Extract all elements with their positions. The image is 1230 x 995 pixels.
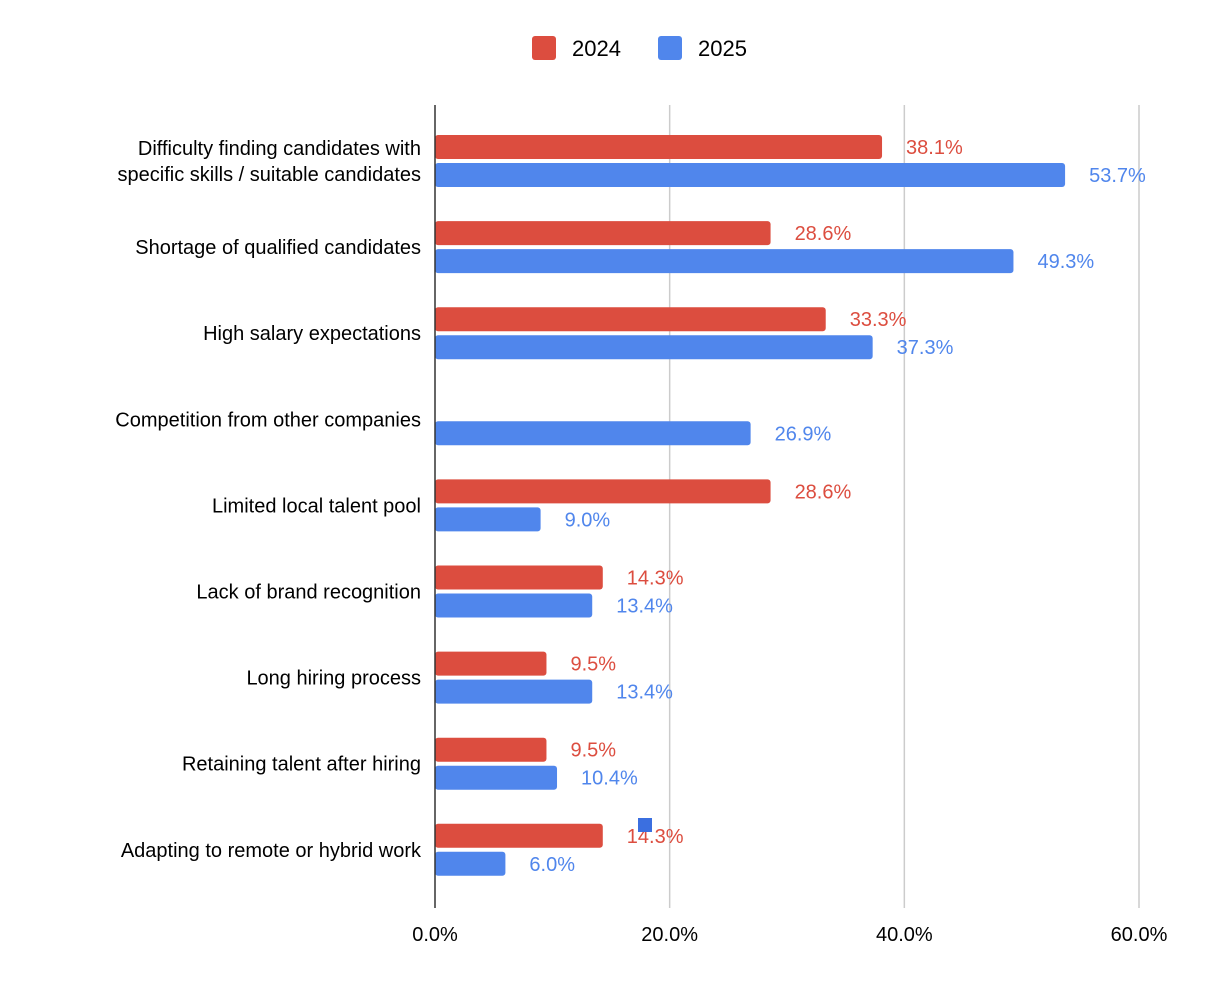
legend-swatch-2025 [658,36,682,60]
category-label-7: Retaining talent after hiring [182,754,421,776]
value-label-2024-0: 38.1% [906,137,963,159]
x-axis: 0.0% 20.0% 40.0% 60.0% [412,924,1167,946]
category-label-line: High salary expectations [203,323,421,345]
bar-2024-2 [435,307,826,332]
x-tick-label: 0.0% [412,924,458,946]
legend-swatch-2024 [532,36,556,60]
bar-2025-8 [435,851,506,876]
category-label-6: Long hiring process [246,668,421,690]
bar-2025-1 [435,249,1014,274]
category-label-line: specific skills / suitable candidates [118,164,421,186]
legend-label-2024: 2024 [572,36,621,61]
category-label-line: Difficulty finding candidates with [138,138,421,160]
value-label-2024-6: 9.5% [570,654,616,676]
bars [435,135,1066,876]
bar-2024-0 [435,135,883,159]
x-tick-label: 60.0% [1111,924,1168,946]
bar-2025-0 [435,163,1066,187]
x-tick-label: 40.0% [876,924,933,946]
value-label-2025-0: 53.7% [1089,165,1146,187]
value-label-2024-7: 9.5% [570,740,616,762]
value-label-2025-6: 13.4% [616,682,673,704]
bar-2025-4 [435,507,541,532]
value-label-2024-2: 33.3% [850,309,907,331]
category-labels: Difficulty finding candidates with specif… [115,138,422,862]
category-label-line: Adapting to remote or hybrid work [121,840,422,862]
bar-2025-2 [435,335,873,360]
value-label-2025-8: 6.0% [529,854,575,876]
bar-2025-3 [435,421,751,446]
value-label-2025-1: 49.3% [1037,251,1094,273]
value-label-2025-7: 10.4% [581,768,638,790]
value-label-2025-4: 9.0% [565,509,611,531]
bar-2024-6 [435,651,547,676]
value-label-2024-4: 28.6% [795,481,852,503]
category-label-line: Lack of brand recognition [196,582,421,604]
value-label-2024-5: 14.3% [627,568,684,590]
category-label-5: Lack of brand recognition [196,582,421,604]
category-label-line: Retaining talent after hiring [182,754,421,776]
bar-2024-7 [435,737,547,762]
bar-2025-6 [435,679,593,704]
value-label-2025-2: 37.3% [897,337,954,359]
bar-2024-1 [435,221,771,246]
value-labels: 38.1% 53.7% 28.6% 49.3% 33.3% 37.3% 26.9% 28.6%… [529,137,1146,876]
category-label-3: Competition from other companies [115,409,421,431]
bar-2024-8 [435,823,603,848]
category-label-8: Adapting to remote or hybrid work [121,840,422,862]
bar-2025-5 [435,593,593,618]
stray-marker [638,818,652,832]
legend-label-2025: 2025 [698,36,747,61]
value-label-2024-8: 14.3% [627,826,684,848]
value-label-2024-1: 28.6% [795,223,852,245]
category-label-0: Difficulty finding candidates with specif… [118,138,421,186]
x-tick-label: 20.0% [641,924,698,946]
value-label-2025-5: 13.4% [616,596,673,618]
category-label-line: Limited local talent pool [212,495,421,517]
value-label-2025-3: 26.9% [775,423,832,445]
category-label-line: Competition from other companies [115,409,421,431]
category-label-line: Long hiring process [246,668,421,690]
bar-2024-5 [435,565,603,590]
category-label-4: Limited local talent pool [212,495,421,517]
bar-2025-7 [435,765,558,790]
legend: 2024 2025 [532,36,747,61]
bar-2024-4 [435,479,771,504]
category-label-2: High salary expectations [203,323,421,345]
category-label-1: Shortage of qualified candidates [135,237,421,259]
category-label-line: Shortage of qualified candidates [135,237,421,259]
